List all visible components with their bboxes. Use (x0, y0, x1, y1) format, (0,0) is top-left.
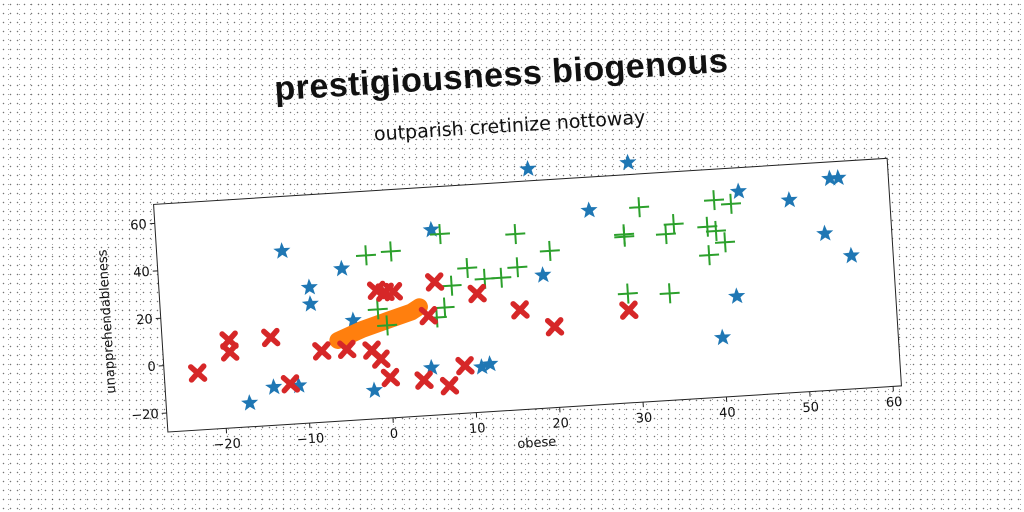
star-point (273, 242, 291, 259)
plus-point (380, 241, 401, 262)
star-point (422, 220, 440, 238)
chart-subtitle: outparish cretinize nottoway (373, 107, 646, 146)
x-point (280, 374, 301, 394)
star-point (365, 381, 383, 399)
plus-point (429, 223, 451, 245)
star-point (619, 153, 637, 171)
plus-point (434, 297, 455, 318)
plus-point (663, 214, 684, 235)
star-point (301, 295, 319, 312)
x-tick-label: −10 (296, 431, 324, 448)
plus-point (507, 257, 528, 278)
x-point (312, 341, 332, 361)
star-point (713, 328, 732, 346)
star-point (842, 246, 860, 264)
y-tick-label: −20 (131, 407, 159, 424)
y-tick-label: 40 (133, 265, 150, 281)
x-tick-label: 30 (635, 411, 652, 427)
x-tick-label: 0 (389, 427, 398, 442)
plus-point (377, 315, 398, 336)
x-point (414, 370, 434, 390)
x-point (424, 272, 445, 292)
axis-ticks: −20 −10 0 10 20 30 40 50 60 −20 0 20 40 60 (130, 217, 903, 453)
star-point (780, 191, 798, 208)
series-star (241, 153, 860, 411)
star-point (821, 169, 839, 187)
x-point (220, 342, 240, 362)
x-point (371, 349, 391, 369)
x-point (383, 282, 404, 302)
star-point (300, 278, 318, 296)
plus-point (714, 232, 736, 253)
y-tick-label: 0 (147, 360, 156, 375)
x-point (418, 306, 439, 326)
plus-point (614, 224, 635, 245)
star-point (290, 376, 308, 394)
chart-title: prestigiousness biogenous (273, 42, 729, 108)
plus-point (655, 224, 676, 245)
star-point (829, 169, 847, 186)
series-plus (355, 190, 742, 336)
x-point (439, 376, 460, 396)
x-point (188, 363, 208, 383)
x-point (467, 283, 487, 304)
plus-point (441, 275, 462, 296)
x-tick-label: 60 (885, 395, 902, 411)
y-tick-label: 60 (130, 217, 147, 233)
plot-area: −20 −10 0 10 20 30 40 50 60 −20 0 20 40 60 obese unap… (95, 153, 903, 453)
y-tick-label: 20 (136, 312, 153, 328)
x-tick-label: 50 (802, 400, 819, 416)
plus-point (699, 245, 720, 266)
x-axis-label: obese (517, 435, 557, 452)
star-point (241, 394, 259, 411)
star-point (519, 159, 537, 177)
x-point (510, 300, 530, 320)
plus-point (705, 220, 726, 241)
star-point (816, 224, 834, 242)
x-point (619, 300, 639, 320)
plus-point (703, 190, 725, 211)
y-axis-label: unapprehendableness (95, 249, 119, 394)
x-tick-label: 20 (552, 416, 569, 432)
plus-point (539, 240, 560, 261)
x-point (544, 317, 565, 337)
x-tick-label: 40 (719, 405, 736, 421)
x-tick-label: 10 (469, 421, 486, 437)
series-x (188, 272, 639, 396)
x-point (261, 327, 281, 348)
star-point (580, 201, 598, 218)
x-tick-label: −20 (213, 436, 241, 453)
star-point (333, 259, 351, 277)
star-point (534, 266, 552, 283)
plus-point (505, 224, 526, 245)
x-point (455, 356, 475, 376)
star-point (422, 358, 440, 376)
plus-point (659, 283, 680, 304)
plus-point (617, 283, 638, 304)
star-point (265, 378, 283, 395)
plus-point (629, 197, 650, 218)
x-point (337, 339, 357, 360)
star-point (728, 287, 746, 304)
data-marks (188, 153, 860, 411)
x-point (380, 367, 401, 388)
plus-point (355, 245, 377, 266)
star-point (481, 355, 499, 372)
plus-point (491, 267, 512, 288)
plus-point (457, 257, 478, 279)
plus-point (697, 216, 718, 237)
plus-point (367, 299, 388, 320)
star-point (729, 182, 747, 200)
plus-point (720, 193, 742, 214)
